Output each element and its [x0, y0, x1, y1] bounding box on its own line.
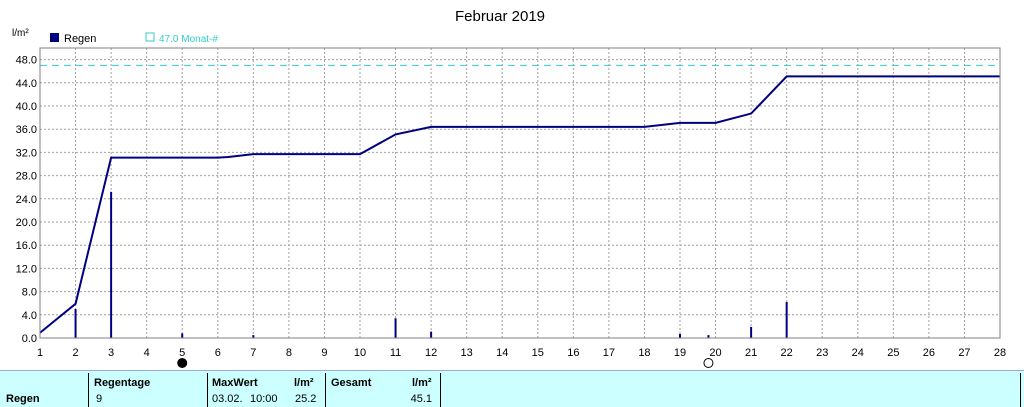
summary-row-label: Regen — [6, 393, 40, 405]
daily-rain-bar — [430, 331, 433, 338]
summary-gesamt-value: 45.1 — [410, 393, 432, 405]
x-tick-label: 3 — [108, 347, 114, 359]
summary-separator — [325, 373, 326, 407]
x-tick-label: 8 — [286, 347, 292, 359]
x-tick-label: 10 — [354, 347, 366, 359]
daily-rain-bar — [707, 335, 710, 338]
summary-separator — [440, 373, 441, 407]
full-moon-icon — [703, 358, 714, 368]
x-tick-label: 11 — [390, 347, 401, 359]
summary-separator — [207, 373, 208, 407]
rain-chart: Februar 2019 l/m² Regen 47.0 Monat-# 0.0… — [12, 8, 1006, 368]
x-tick-label: 27 — [958, 347, 970, 359]
legend-monat-label: 47.0 Monat-# — [159, 34, 218, 45]
x-tick-label: 13 — [461, 347, 473, 359]
summary-strip: Regen Regentage 9 MaxWert l/m² 03.02. 10… — [0, 370, 1024, 407]
x-tick-label: 16 — [567, 347, 579, 359]
daily-rain-bar — [181, 333, 184, 338]
x-tick-label: 12 — [425, 347, 437, 359]
x-tick-label: 17 — [603, 347, 615, 359]
summary-regentage-value: 9 — [96, 393, 103, 405]
x-tick-label: 20 — [709, 347, 721, 359]
summary-separator — [1020, 373, 1021, 407]
x-tick-label: 6 — [215, 347, 221, 359]
y-tick-label: 36.0 — [16, 124, 37, 136]
x-tick-label: 26 — [923, 347, 935, 359]
x-tick-label: 4 — [144, 347, 150, 359]
summary-regentage-label: Regentage — [94, 377, 151, 389]
x-tick-label: 5 — [179, 347, 185, 359]
summary-maxwert-label: MaxWert — [212, 377, 258, 389]
x-tick-label: 18 — [638, 347, 650, 359]
y-axis-label: l/m² — [12, 28, 29, 39]
daily-rain-bar — [252, 335, 255, 338]
summary-maxwert-time: 10:00 — [250, 393, 278, 405]
legend-regen-swatch — [50, 33, 59, 42]
y-tick-label: 24.0 — [16, 194, 37, 206]
daily-rain-bar — [785, 302, 788, 338]
y-tick-label: 4.0 — [22, 310, 37, 322]
x-tick-label: 23 — [816, 347, 828, 359]
y-tick-label: 28.0 — [16, 171, 37, 183]
y-tick-label: 20.0 — [16, 217, 37, 229]
x-tick-label: 25 — [887, 347, 899, 359]
x-tick-label: 7 — [250, 347, 256, 359]
y-tick-label: 32.0 — [16, 147, 37, 159]
y-tick-label: 0.0 — [22, 333, 37, 345]
summary-separator — [88, 373, 89, 407]
y-tick-label: 40.0 — [16, 101, 37, 113]
summary-maxwert-value: 25.2 — [295, 393, 317, 405]
summary-gesamt-label: Gesamt — [331, 377, 372, 389]
chart-title: Februar 2019 — [455, 8, 545, 25]
new-moon-icon — [177, 358, 188, 368]
legend-regen-label: Regen — [64, 33, 96, 45]
y-tick-label: 12.0 — [16, 263, 37, 275]
x-tick-label: 2 — [72, 347, 78, 359]
x-tick-label: 9 — [321, 347, 327, 359]
x-tick-label: 1 — [37, 347, 43, 359]
x-tick-label: 24 — [852, 347, 864, 359]
y-tick-label: 48.0 — [16, 55, 37, 67]
x-tick-label: 28 — [994, 347, 1006, 359]
x-tick-label: 19 — [674, 347, 686, 359]
legend-monat-swatch — [145, 32, 155, 42]
y-tick-label: 16.0 — [16, 240, 37, 252]
daily-rain-bar — [394, 318, 397, 338]
summary-maxwert-unit: l/m² — [294, 377, 314, 389]
plot-frame — [39, 47, 1001, 339]
y-tick-label: 44.0 — [16, 78, 37, 90]
daily-rain-bar — [679, 333, 681, 338]
daily-rain-bar — [110, 191, 113, 338]
x-tick-label: 14 — [496, 347, 508, 359]
y-tick-label: 8.0 — [22, 287, 37, 299]
daily-rain-bar — [750, 326, 753, 338]
x-tick-label: 21 — [745, 347, 757, 359]
x-tick-label: 22 — [781, 347, 793, 359]
x-tick-label: 15 — [532, 347, 544, 359]
summary-gesamt-unit: l/m² — [412, 377, 432, 389]
daily-rain-bar — [74, 309, 77, 338]
cumulative-rain-line — [39, 75, 1000, 334]
summary-maxwert-date: 03.02. — [212, 393, 243, 405]
